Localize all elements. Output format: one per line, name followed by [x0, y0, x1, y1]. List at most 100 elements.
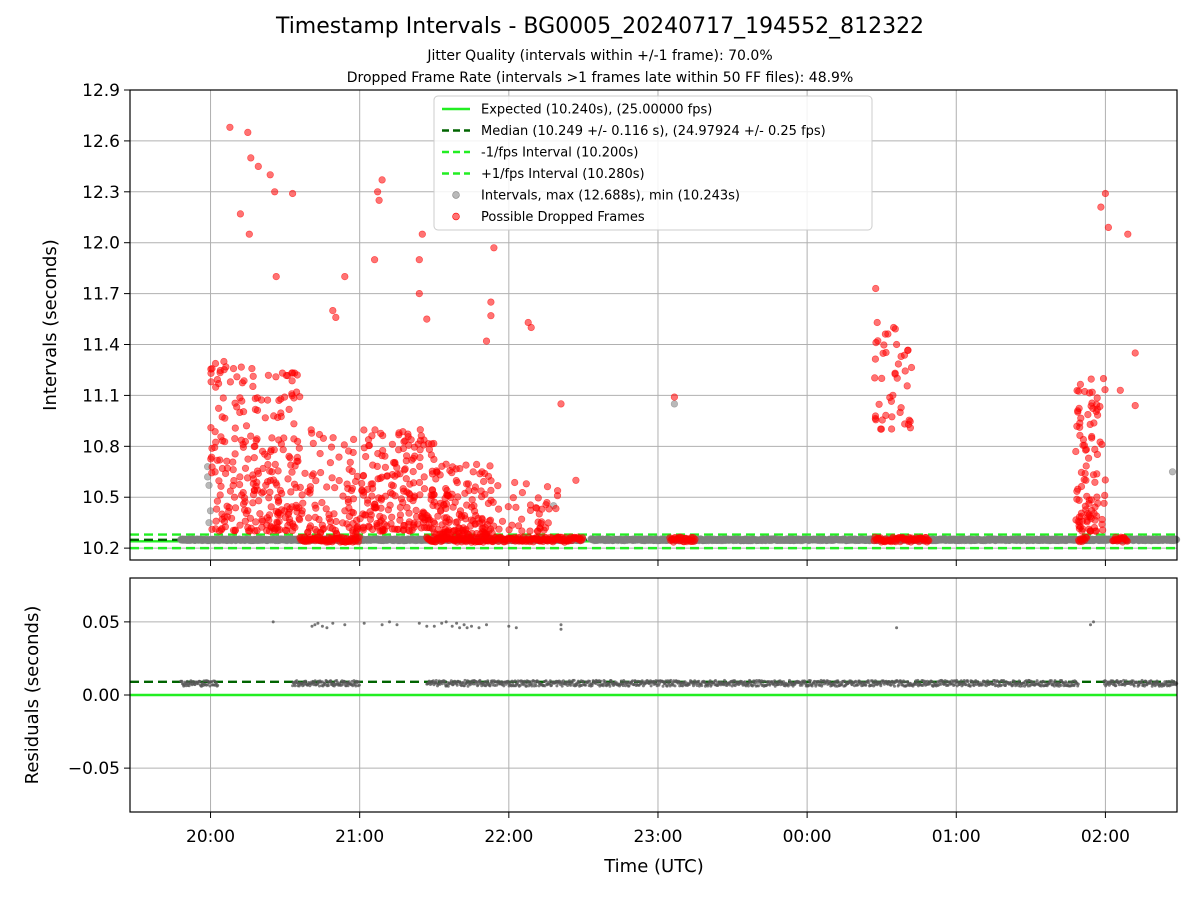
- dropped-frame-point: [1091, 516, 1099, 524]
- top-plot-points: [177, 123, 1181, 546]
- dropped-frame-point: [468, 496, 476, 504]
- dropped-frame-point: [379, 527, 387, 535]
- residual-point: [326, 684, 330, 688]
- dropped-frame-point: [317, 469, 325, 477]
- dropped-frame-point: [264, 396, 272, 404]
- residual-point: [440, 621, 444, 625]
- dropped-frame-point: [360, 426, 368, 434]
- dropped-frame-point: [875, 400, 883, 408]
- residual-point: [316, 621, 320, 625]
- dropped-frame-point: [240, 377, 248, 385]
- top-y-tick-label: 12.0: [82, 234, 120, 254]
- dropped-frame-point: [415, 256, 423, 264]
- dropped-frame-point: [889, 323, 898, 332]
- residual-point: [569, 683, 573, 687]
- dropped-frame-point: [1093, 394, 1101, 402]
- dropped-frame-point: [356, 515, 364, 523]
- dropped-frame-point: [228, 514, 236, 522]
- dropped-frame-point: [285, 452, 293, 461]
- dropped-frame-point: [290, 435, 298, 443]
- dropped-frame-point: [254, 162, 262, 170]
- dropped-frame-point: [252, 436, 260, 445]
- dropped-frame-point: [316, 450, 324, 458]
- residual-point: [1043, 680, 1047, 684]
- dropped-frame-point: [882, 411, 890, 420]
- dropped-frame-point: [368, 432, 376, 440]
- residual-point: [1076, 682, 1080, 686]
- residual-point: [1059, 683, 1063, 687]
- residual-point: [555, 684, 559, 688]
- dropped-frame-point: [508, 521, 516, 529]
- dropped-frame-point: [490, 244, 498, 252]
- dropped-frame-point: [249, 382, 257, 391]
- dropped-frame-point: [888, 413, 896, 421]
- dropped-frame-point: [443, 514, 451, 522]
- dropped-frame-point: [1088, 388, 1096, 396]
- dropped-frame-point: [274, 498, 283, 506]
- dropped-frame-point: [298, 491, 306, 499]
- top-y-tick-label: 12.3: [82, 183, 120, 203]
- dropped-frame-point: [494, 482, 502, 490]
- residual-point: [808, 679, 812, 683]
- residual-point: [1149, 679, 1153, 683]
- dropped-frame-point: [288, 468, 296, 476]
- dropped-frame-point: [258, 517, 267, 525]
- residual-point: [462, 623, 466, 627]
- dropped-frame-point: [1085, 500, 1093, 508]
- dropped-frame-point: [340, 441, 348, 449]
- dropped-frame-point: [423, 315, 431, 323]
- dropped-frame-point: [247, 432, 255, 440]
- dropped-frame-point: [1094, 499, 1102, 507]
- residual-point: [362, 621, 366, 625]
- dropped-frame-point: [256, 510, 264, 518]
- dropped-frame-point: [268, 468, 276, 476]
- dropped-frame-point: [449, 463, 457, 471]
- residual-point: [507, 624, 511, 628]
- residual-point: [559, 627, 563, 631]
- dropped-frame-point: [248, 365, 256, 373]
- dropped-frame-point: [383, 472, 392, 480]
- dropped-frame-point: [283, 526, 291, 535]
- dropped-frame-point: [1096, 438, 1104, 446]
- dropped-frame-point: [374, 188, 382, 196]
- dropped-frame-point: [535, 510, 543, 518]
- dropped-frame-point: [272, 273, 280, 281]
- dropped-frame-point: [1075, 496, 1083, 504]
- dropped-frame-point: [388, 513, 396, 521]
- top-y-tick-label: 11.1: [82, 386, 120, 406]
- legend-entry-label: Median (10.249 +/- 0.116 s), (24.97924 +…: [481, 124, 826, 139]
- dropped-frame-subtitle: Dropped Frame Rate (intervals >1 frames …: [346, 70, 854, 86]
- residual-point: [864, 683, 868, 687]
- dropped-frame-point: [872, 339, 880, 347]
- dropped-frame-point: [296, 516, 304, 524]
- dropped-frame-point: [244, 128, 252, 136]
- dropped-frame-point: [403, 488, 411, 496]
- dropped-frame-point: [412, 506, 420, 515]
- dropped-frame-point: [301, 469, 309, 477]
- dropped-frame-point: [222, 469, 230, 478]
- dropped-frame-point: [1081, 470, 1089, 478]
- interval-point: [1168, 468, 1177, 476]
- residual-point: [1140, 678, 1144, 682]
- dropped-frame-point: [271, 188, 279, 196]
- dropped-frame-point: [478, 493, 486, 501]
- dropped-frame-point: [395, 429, 403, 437]
- dropped-frame-point: [370, 500, 379, 509]
- dropped-frame-point: [250, 454, 258, 462]
- dropped-frame-point: [287, 488, 295, 496]
- dropped-frame-point: [264, 371, 273, 379]
- dropped-frame-point: [1082, 506, 1090, 514]
- dropped-frame-point: [463, 480, 471, 488]
- dropped-frame-point: [265, 527, 274, 535]
- dropped-frame-point: [220, 517, 229, 526]
- dropped-frame-point: [409, 497, 417, 505]
- dropped-frame-point: [308, 472, 316, 480]
- dropped-frame-point: [872, 284, 880, 293]
- dropped-frame-point: [511, 478, 519, 487]
- dropped-frame-point: [537, 518, 546, 526]
- dropped-frame-point: [226, 487, 234, 495]
- dropped-frame-point: [212, 383, 220, 391]
- dropped-frame-point: [1077, 414, 1085, 422]
- dropped-frame-point: [264, 478, 272, 486]
